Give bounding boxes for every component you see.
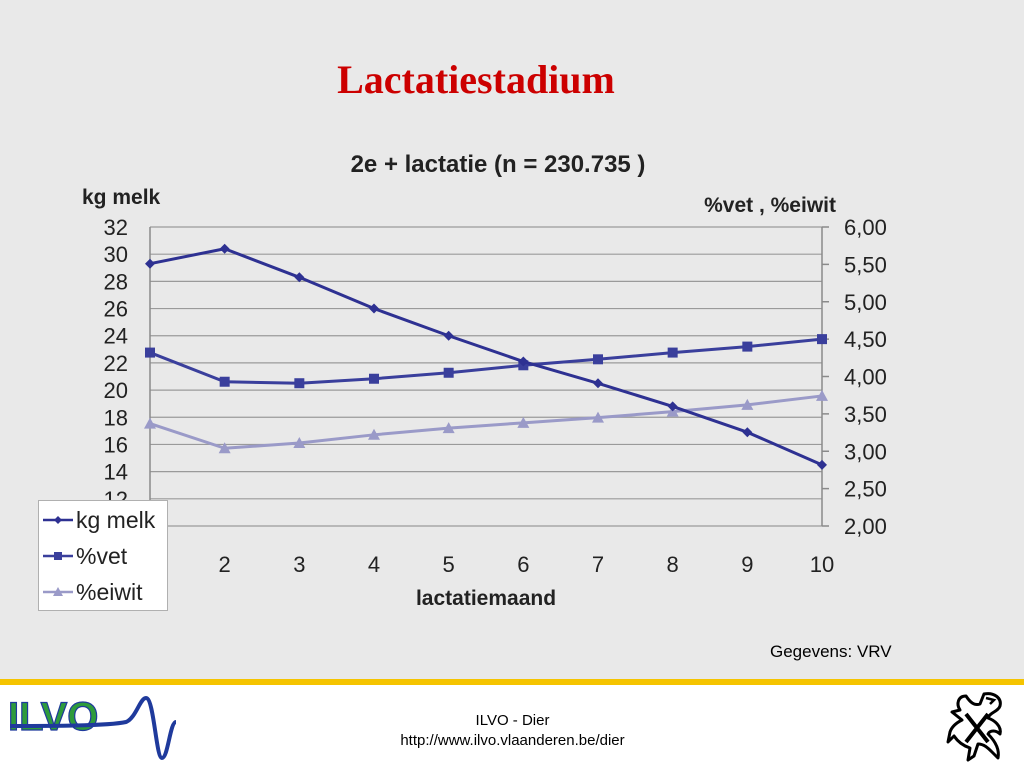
- right-tick-label: 2,50: [844, 477, 887, 502]
- legend-item-eiwit: %eiwit: [43, 577, 142, 607]
- grid: [150, 226, 822, 527]
- data-point-vet: [742, 341, 753, 352]
- data-point-eiwit: [741, 398, 754, 410]
- right-tick-label: 4,50: [844, 327, 887, 352]
- footer-text: ILVO - Dier http://www.ilvo.vlaanderen.b…: [340, 711, 685, 751]
- right-tick-label: 4,00: [844, 365, 887, 390]
- series-line-eiwit: [149, 394, 823, 450]
- left-tick-label: 14: [104, 460, 128, 485]
- right-tick-label: 5,50: [844, 252, 887, 277]
- data-point-kg-melk: [742, 427, 753, 438]
- source-note: Gegevens: VRV: [770, 642, 892, 661]
- legend-item-kg-melk: kg melk: [43, 505, 155, 535]
- footer-line-1: ILVO - Dier: [475, 712, 550, 729]
- data-point-eiwit: [144, 417, 156, 429]
- data-point-eiwit: [816, 389, 828, 401]
- ilvo-logo: ILVO: [8, 694, 178, 761]
- left-tick-label: 28: [104, 269, 128, 294]
- data-point-eiwit: [442, 422, 455, 434]
- series-layer: [144, 243, 828, 470]
- axes: [149, 226, 829, 527]
- flemish-lion-icon: [946, 692, 1002, 762]
- left-tick-label: 18: [104, 405, 128, 430]
- legend-label: %vet: [76, 542, 128, 569]
- slide-title: Lactatiestadium: [337, 57, 615, 102]
- data-point-kg-melk: [593, 378, 603, 389]
- series-line-vet: [149, 337, 823, 385]
- x-tick-label: 5: [443, 552, 455, 577]
- x-tick-label: 3: [293, 552, 305, 577]
- legend-marker-diamond-icon: [43, 516, 73, 524]
- data-point-vet: [219, 376, 230, 387]
- right-tick-label: 6,00: [844, 215, 887, 240]
- data-point-kg-melk: [145, 258, 155, 269]
- footer-accent-line: [0, 679, 1024, 685]
- legend-marker-triangle-icon: [43, 587, 73, 596]
- left-tick-label: 20: [104, 378, 128, 403]
- x-axis-label: lactatiemaand: [416, 587, 556, 610]
- x-tick-label: 4: [368, 552, 380, 577]
- x-tick-label: 8: [667, 552, 679, 577]
- y-axis-right-label: %vet , %eiwit: [704, 194, 836, 217]
- data-point-vet: [667, 347, 678, 358]
- right-tick-label: 5,00: [844, 290, 887, 315]
- data-point-vet: [593, 354, 603, 365]
- data-point-kg-melk: [667, 401, 678, 412]
- data-point-vet: [145, 347, 155, 358]
- data-point-eiwit: [368, 428, 380, 440]
- left-tick-label: 24: [104, 324, 128, 349]
- data-point-eiwit: [517, 416, 530, 428]
- x-tick-label: 2: [219, 552, 231, 577]
- x-tick-label: 7: [592, 552, 604, 577]
- legend-item-vet: %vet: [43, 541, 127, 571]
- chart-legend: kg melk %vet %eiwit: [38, 500, 168, 611]
- legend-label: kg melk: [76, 506, 156, 533]
- data-point-eiwit: [218, 442, 231, 454]
- left-tick-label: 22: [104, 351, 128, 376]
- legend-label: %eiwit: [76, 578, 143, 605]
- x-tick-label: 6: [517, 552, 529, 577]
- data-point-kg-melk: [518, 356, 529, 367]
- right-tick-label: 3,00: [844, 439, 887, 464]
- chart-title: 2e + lactatie (n = 230.735 ): [351, 151, 646, 178]
- x-tick-labels: 12345678910: [144, 552, 834, 577]
- right-tick-label: 2,00: [844, 514, 887, 539]
- data-point-eiwit: [592, 411, 604, 423]
- data-point-kg-melk: [294, 272, 305, 283]
- data-point-kg-melk: [817, 459, 827, 470]
- data-point-vet: [817, 334, 827, 345]
- x-tick-label: 10: [810, 552, 834, 577]
- data-point-vet: [294, 378, 305, 389]
- left-tick-label: 32: [104, 215, 128, 240]
- data-point-eiwit: [293, 437, 306, 449]
- logo-text: ILVO: [8, 695, 98, 739]
- left-tick-label: 30: [104, 242, 128, 267]
- data-point-kg-melk: [219, 243, 230, 254]
- data-point-vet: [369, 373, 379, 384]
- chart: 2e + lactatie (n = 230.735 ) kg melk %ve…: [82, 151, 887, 610]
- y-axis-left-label: kg melk: [82, 186, 161, 209]
- right-tick-label: 3,50: [844, 402, 887, 427]
- data-point-vet: [443, 367, 454, 378]
- footer-line-2: http://www.ilvo.vlaanderen.be/dier: [400, 732, 625, 749]
- left-tick-label: 16: [104, 432, 128, 457]
- series-line-kg-melk: [149, 247, 823, 467]
- right-tick-labels: 2,00 2,50 3,00 3,50 4,00 4,50 5,00 5,50 6,00: [844, 215, 887, 539]
- data-point-kg-melk: [443, 330, 454, 341]
- left-tick-label: 26: [104, 297, 128, 322]
- left-tick-labels: 1214161820222426283032: [104, 215, 128, 512]
- x-tick-label: 9: [741, 552, 753, 577]
- data-point-kg-melk: [369, 303, 379, 314]
- legend-marker-square-icon: [43, 552, 73, 560]
